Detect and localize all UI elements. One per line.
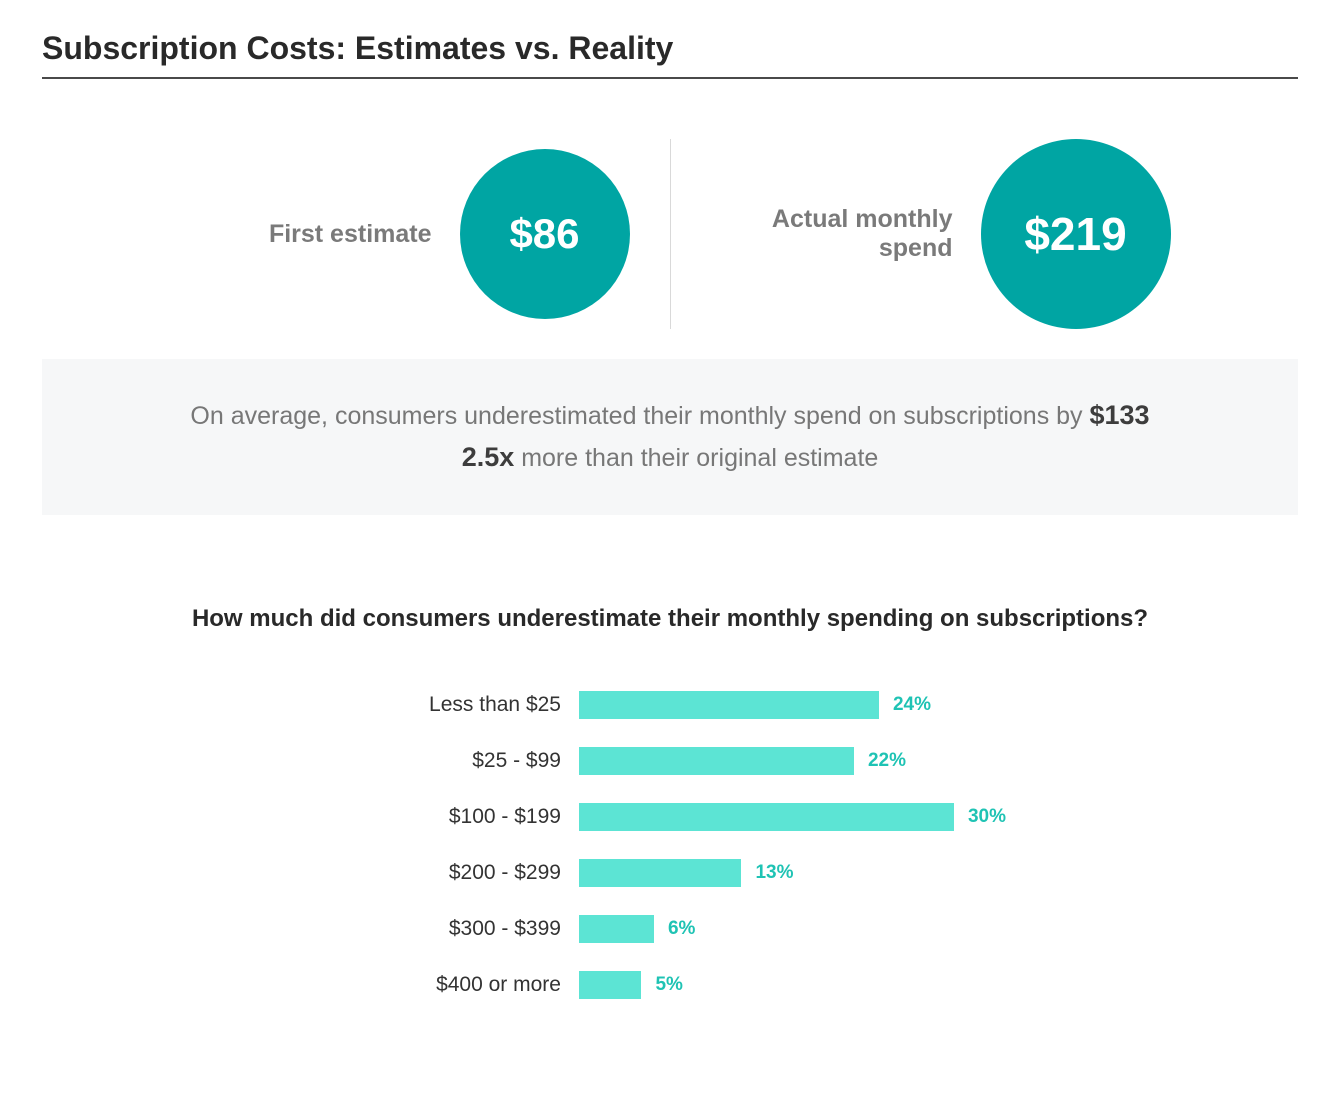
stat-first-estimate-label: First estimate	[269, 220, 432, 249]
bar-category-label: $100 - $199	[334, 805, 579, 829]
stat-first-estimate-value: $86	[509, 210, 579, 258]
callout-line1-pre: On average, consumers underestimated the…	[190, 402, 1089, 430]
bar-row: $100 - $199 30%	[334, 789, 1006, 845]
bar-row: $200 - $299 13%	[334, 845, 1006, 901]
title-divider	[42, 77, 1298, 79]
bar-category-label: $200 - $299	[334, 861, 579, 885]
bar-track: 6%	[579, 915, 695, 943]
bar-fill	[579, 803, 954, 831]
stat-actual-spend-circle: $219	[981, 139, 1171, 329]
bar-row: $300 - $399 6%	[334, 901, 1006, 957]
bar-track: 13%	[579, 859, 794, 887]
bar-fill	[579, 859, 742, 887]
bar-value-label: 13%	[755, 862, 793, 884]
bar-chart: Less than $25 24% $25 - $99 22% $100 - $199 3…	[334, 677, 1006, 1013]
callout-line2-post: more than their original estimate	[514, 444, 878, 472]
bar-track: 24%	[579, 691, 931, 719]
bar-track: 22%	[579, 747, 906, 775]
bar-track: 30%	[579, 803, 1006, 831]
chart-section: How much did consumers underestimate the…	[42, 605, 1298, 1013]
bar-category-label: $25 - $99	[334, 749, 579, 773]
bar-category-label: Less than $25	[334, 693, 579, 717]
bar-fill	[579, 915, 654, 943]
callout-line-1: On average, consumers underestimated the…	[102, 395, 1238, 437]
bar-value-label: 6%	[668, 918, 695, 940]
bar-fill	[579, 747, 854, 775]
stat-first-estimate-circle: $86	[460, 149, 630, 319]
bar-row: $400 or more 5%	[334, 957, 1006, 1013]
bar-category-label: $300 - $399	[334, 917, 579, 941]
stat-actual-spend-label: Actual monthly spend	[711, 205, 953, 263]
stat-row: First estimate $86 Actual monthly spend …	[42, 139, 1298, 329]
stat-actual-spend-value: $219	[1024, 207, 1126, 261]
callout-box: On average, consumers underestimated the…	[42, 359, 1298, 515]
bar-value-label: 30%	[968, 806, 1006, 828]
bar-value-label: 5%	[655, 974, 682, 996]
callout-line-2: 2.5x more than their original estimate	[102, 437, 1238, 479]
bar-fill	[579, 971, 642, 999]
chart-title: How much did consumers underestimate the…	[42, 605, 1298, 633]
bar-track: 5%	[579, 971, 683, 999]
bar-row: Less than $25 24%	[334, 677, 1006, 733]
bar-value-label: 22%	[868, 750, 906, 772]
bar-category-label: $400 or more	[334, 973, 579, 997]
page-title: Subscription Costs: Estimates vs. Realit…	[42, 30, 1298, 77]
stat-first-estimate: First estimate $86	[130, 149, 670, 319]
callout-line2-strong: 2.5x	[462, 442, 515, 472]
bar-row: $25 - $99 22%	[334, 733, 1006, 789]
stat-actual-spend: Actual monthly spend $219	[671, 139, 1211, 329]
bar-fill	[579, 691, 879, 719]
callout-line1-strong: $133	[1090, 400, 1150, 430]
bar-value-label: 24%	[893, 694, 931, 716]
